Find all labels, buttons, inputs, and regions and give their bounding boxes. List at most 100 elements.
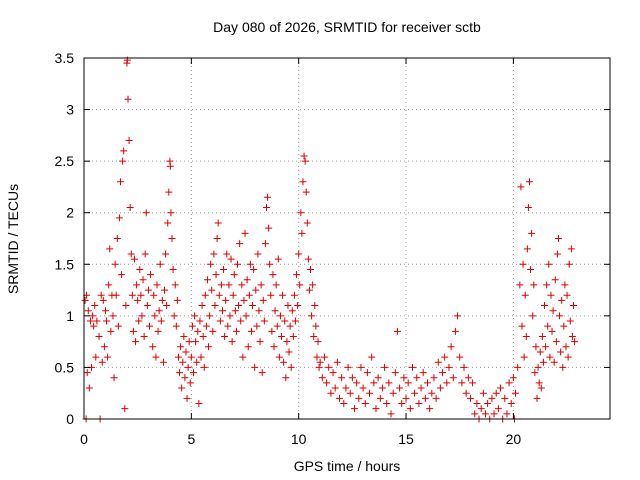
data-point (240, 296, 248, 304)
data-point (436, 384, 444, 392)
data-point (532, 343, 540, 351)
data-point (147, 271, 155, 279)
data-point (93, 317, 101, 325)
data-point (393, 327, 401, 335)
data-point (114, 322, 122, 330)
data-point (426, 405, 434, 413)
data-point (288, 307, 296, 315)
data-point (188, 322, 196, 330)
data-point (333, 358, 341, 366)
data-point (171, 281, 179, 289)
data-point (158, 296, 166, 304)
data-point (280, 358, 288, 366)
data-point (254, 250, 262, 258)
data-point (479, 389, 487, 397)
data-point (549, 307, 557, 315)
data-point (271, 307, 279, 315)
data-point (293, 271, 301, 279)
data-point (381, 363, 389, 371)
data-point (244, 343, 252, 351)
data-point (355, 394, 363, 402)
data-point (105, 281, 113, 289)
data-point (291, 317, 299, 325)
data-point (155, 307, 163, 315)
data-point (348, 374, 356, 382)
data-point (269, 271, 277, 279)
data-point (289, 332, 297, 340)
data-point (217, 281, 225, 289)
data-point (136, 265, 144, 273)
data-point (163, 302, 171, 310)
data-point (445, 363, 453, 371)
data-point (295, 250, 303, 258)
data-point (169, 265, 177, 273)
data-point (178, 384, 186, 392)
data-point (144, 286, 152, 294)
data-point (484, 400, 492, 408)
data-point (466, 394, 474, 402)
data-point (222, 296, 230, 304)
data-point (530, 281, 538, 289)
data-point (338, 374, 346, 382)
data-point (568, 332, 576, 340)
data-point (512, 389, 520, 397)
data-point (159, 358, 167, 366)
data-point (406, 405, 414, 413)
data-point (309, 281, 317, 289)
y-tick-label: 1 (66, 308, 74, 324)
x-tick-label: 20 (506, 431, 522, 447)
data-point (181, 374, 189, 382)
x-tick-label: 10 (291, 431, 307, 447)
data-point (134, 296, 142, 304)
data-point (83, 369, 91, 377)
data-point (570, 302, 578, 310)
data-point (110, 374, 118, 382)
data-point (215, 291, 223, 299)
data-point (122, 302, 130, 310)
data-point (143, 302, 151, 310)
data-point (237, 317, 245, 325)
data-point (346, 389, 354, 397)
data-point (559, 363, 567, 371)
data-point (100, 343, 108, 351)
data-point (193, 358, 201, 366)
data-point (176, 369, 184, 377)
data-point (99, 296, 107, 304)
data-point (141, 250, 149, 258)
data-point (344, 363, 352, 371)
data-point (257, 281, 265, 289)
data-point (245, 291, 253, 299)
data-point (287, 363, 295, 371)
data-point (312, 322, 320, 330)
data-point (557, 348, 565, 356)
data-point (331, 384, 339, 392)
data-point (85, 384, 93, 392)
data-point (210, 250, 218, 258)
data-point (241, 229, 249, 237)
data-point (281, 317, 289, 325)
data-point (157, 317, 165, 325)
y-tick-label: 0.5 (55, 359, 75, 375)
data-point (156, 260, 164, 268)
data-point (109, 312, 117, 320)
data-point (296, 281, 304, 289)
data-point (305, 286, 313, 294)
data-point (168, 235, 176, 242)
data-point (86, 317, 94, 325)
data-point (441, 353, 449, 361)
data-point (227, 255, 235, 263)
y-tick-label: 3 (66, 102, 74, 118)
x-axis-label: GPS time / hours (294, 458, 401, 474)
data-point (133, 281, 141, 289)
data-point (106, 245, 114, 253)
data-point (125, 137, 133, 145)
data-point (430, 374, 438, 382)
data-point (454, 312, 462, 320)
data-point (402, 394, 410, 402)
data-point (361, 400, 369, 408)
data-point (546, 353, 554, 361)
data-point (118, 271, 126, 279)
data-point (111, 260, 119, 268)
data-point (238, 281, 246, 289)
data-point (571, 338, 579, 346)
